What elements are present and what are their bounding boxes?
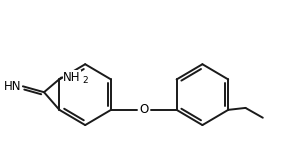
Text: NH: NH bbox=[63, 71, 81, 84]
Text: O: O bbox=[139, 103, 148, 116]
Text: HN: HN bbox=[4, 80, 21, 93]
Text: 2: 2 bbox=[83, 76, 88, 85]
